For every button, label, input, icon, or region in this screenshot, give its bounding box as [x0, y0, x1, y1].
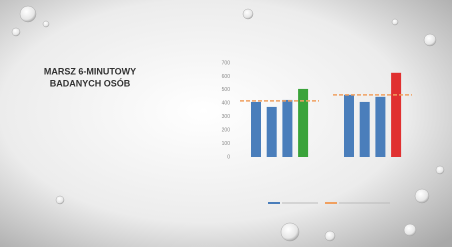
y-tick-label: 600 [222, 74, 231, 80]
slide-title: MARSZ 6-MINUTOWY [44, 66, 136, 76]
y-tick-label: 100 [222, 141, 231, 147]
bar [251, 102, 261, 157]
bar [344, 95, 354, 157]
bar [360, 102, 370, 157]
bar [391, 73, 401, 157]
y-tick-label: 300 [222, 114, 231, 120]
y-tick-label: 400 [222, 101, 231, 107]
y-tick-label: 0 [227, 154, 230, 160]
y-tick-label: 200 [222, 127, 231, 133]
bar [375, 97, 385, 157]
slide: MARSZ 6-MINUTOWY BADANYCH OSÓB 0 100 200 30… [0, 0, 452, 247]
bar [298, 89, 308, 157]
bar [267, 107, 277, 157]
slide-title: BADANYCH OSÓB [50, 77, 131, 88]
y-tick-label: 700 [222, 60, 231, 66]
bar [282, 100, 292, 157]
y-tick-label: 500 [222, 87, 231, 93]
